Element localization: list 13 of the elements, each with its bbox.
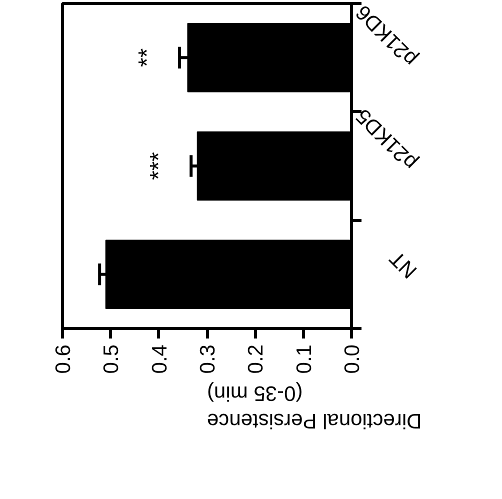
x-tick-label: 0.5 <box>100 344 124 374</box>
bar <box>196 131 352 201</box>
x-tick-label: 0.1 <box>292 344 316 374</box>
x-tick-label: 0.6 <box>52 344 75 374</box>
x-axis-title: Directional Persistence (0-35 min) <box>206 381 422 432</box>
x-tick-label: 0.0 <box>341 344 364 374</box>
annotation: ** <box>134 48 162 68</box>
x-tick-label: 0.3 <box>196 344 220 374</box>
y-tick-label: NT <box>385 246 422 282</box>
x-tick-label: 0.2 <box>244 344 268 374</box>
bar <box>105 240 352 309</box>
annotation: *** <box>146 152 173 180</box>
x-tick-label: 0.4 <box>148 344 172 374</box>
